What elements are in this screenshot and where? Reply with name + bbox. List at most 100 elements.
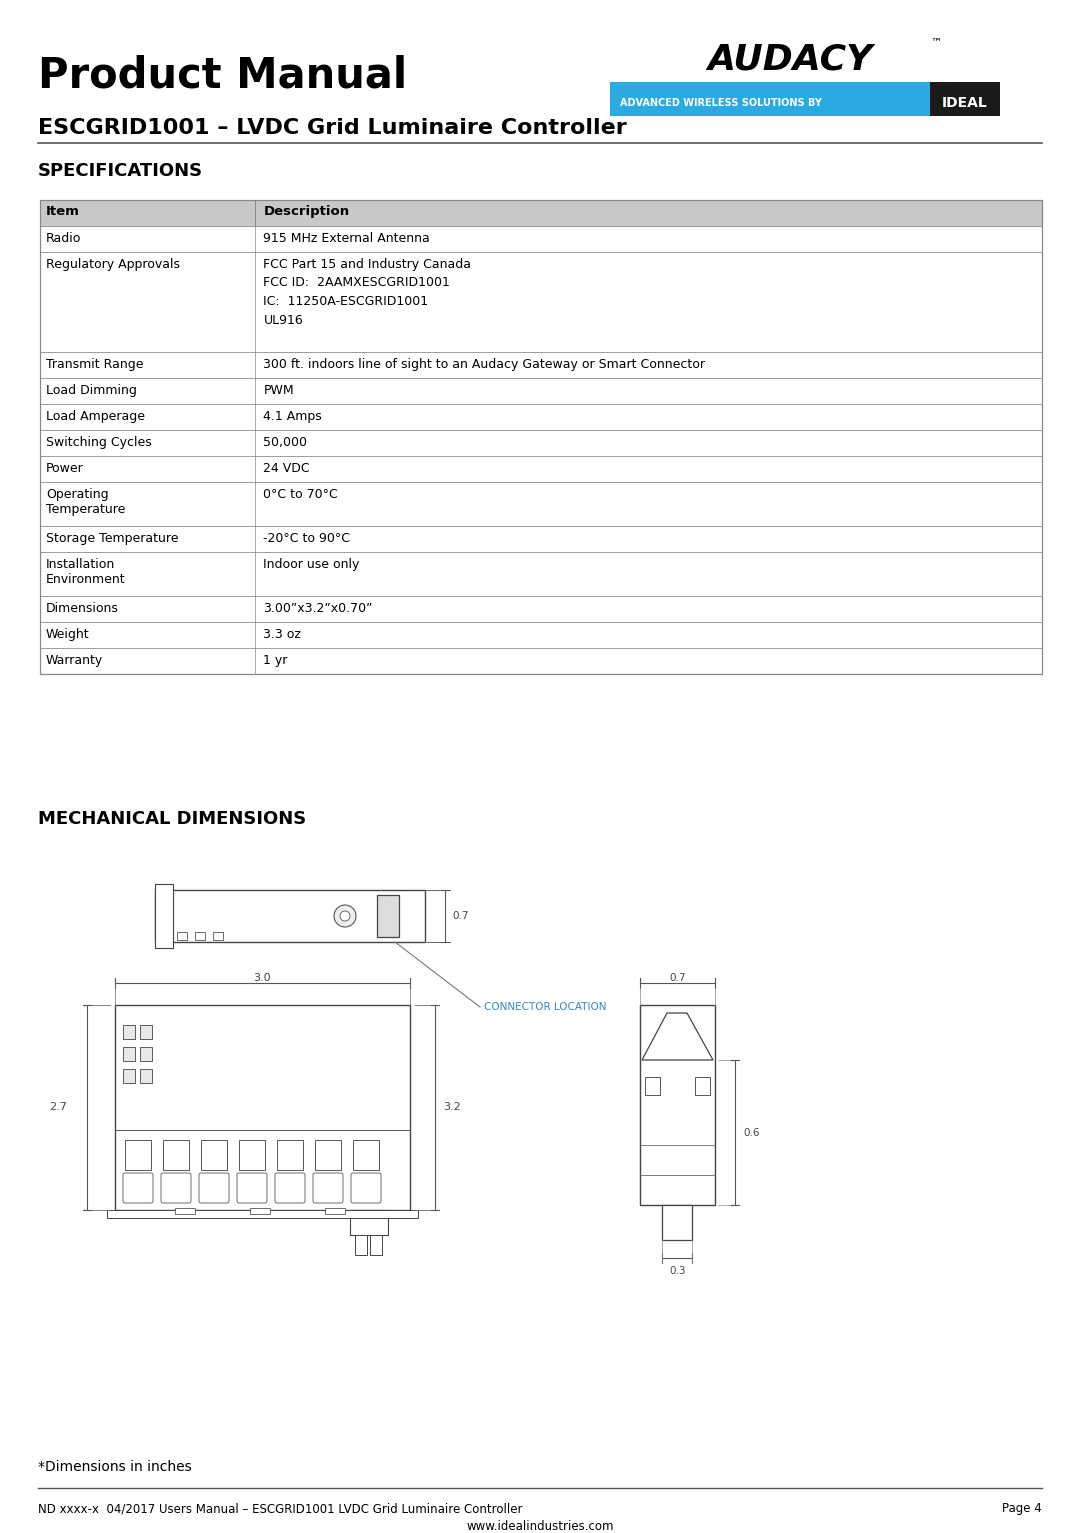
Text: 0.7: 0.7 [670, 973, 686, 983]
Text: *Dimensions in inches: *Dimensions in inches [38, 1459, 191, 1475]
Text: 0°C to 70°C: 0°C to 70°C [263, 487, 339, 501]
Text: SPECIFICATIONS: SPECIFICATIONS [38, 162, 203, 179]
Text: Weight: Weight [46, 629, 89, 641]
Bar [213, 932, 223, 940]
Text: Dimensions: Dimensions [46, 602, 119, 615]
Text: CONNECTOR LOCATION: CONNECTOR LOCATION [484, 1003, 606, 1012]
Bar [640, 1006, 715, 1205]
Text: Description: Description [263, 205, 349, 218]
Bar [325, 1208, 345, 1214]
Bar [40, 251, 1042, 353]
Bar [115, 1006, 410, 1210]
Text: 1 yr: 1 yr [263, 655, 288, 667]
Text: Warranty: Warranty [46, 655, 103, 667]
Text: 24 VDC: 24 VDC [263, 461, 310, 475]
FancyBboxPatch shape [352, 1173, 381, 1203]
Text: 300 ft. indoors line of sight to an Audacy Gateway or Smart Connector: 300 ft. indoors line of sight to an Auda… [263, 359, 705, 371]
FancyBboxPatch shape [123, 1173, 153, 1203]
Bar [350, 1210, 388, 1236]
Text: MECHANICAL DIMENSIONS: MECHANICAL DIMENSIONS [38, 809, 306, 828]
Bar [40, 199, 1042, 225]
Text: Item: Item [46, 205, 80, 218]
Bar [163, 1141, 189, 1170]
Text: Operating
Temperature: Operating Temperature [46, 487, 126, 517]
FancyBboxPatch shape [161, 1173, 191, 1203]
Text: ADVANCED WIRELESS SOLUTIONS BY: ADVANCED WIRELESS SOLUTIONS BY [620, 98, 822, 107]
Text: 2.7: 2.7 [49, 1102, 67, 1113]
Text: Storage Temperature: Storage Temperature [46, 532, 178, 546]
Text: 3.3 oz: 3.3 oz [263, 629, 301, 641]
Bar [40, 225, 1042, 251]
Text: 3.00”x3.2”x0.70”: 3.00”x3.2”x0.70” [263, 602, 373, 615]
Bar [195, 932, 205, 940]
Bar [123, 1047, 135, 1061]
Text: 0.7: 0.7 [452, 911, 469, 921]
Circle shape [340, 911, 350, 921]
Text: 915 MHz External Antenna: 915 MHz External Antenna [263, 231, 430, 245]
Bar [40, 526, 1042, 552]
Bar [40, 622, 1042, 648]
Text: 0.3: 0.3 [670, 1266, 686, 1275]
Text: Load Amperage: Load Amperage [46, 409, 145, 423]
Bar [377, 895, 399, 937]
Bar [277, 1141, 303, 1170]
Bar [155, 891, 425, 941]
Text: Load Dimming: Load Dimming [46, 383, 137, 397]
Text: AUDACY: AUDACY [707, 41, 873, 77]
Text: 3.2: 3.2 [443, 1102, 461, 1113]
FancyBboxPatch shape [199, 1173, 229, 1203]
Text: Page 4: Page 4 [1002, 1502, 1042, 1515]
Text: Installation
Environment: Installation Environment [46, 558, 126, 586]
Bar [250, 1208, 270, 1214]
FancyBboxPatch shape [275, 1173, 305, 1203]
Text: IDEAL: IDEAL [942, 97, 988, 110]
Bar [610, 81, 930, 117]
Bar [355, 1236, 367, 1256]
Text: -20°C to 90°C: -20°C to 90°C [263, 532, 350, 546]
Text: Regulatory Approvals: Regulatory Approvals [46, 258, 180, 271]
Text: 3.0: 3.0 [254, 973, 271, 983]
Bar [123, 1069, 135, 1082]
Bar [40, 199, 1042, 675]
Text: Power: Power [46, 461, 84, 475]
Bar [40, 648, 1042, 675]
Bar [40, 353, 1042, 379]
Bar [175, 1208, 195, 1214]
Text: FCC Part 15 and Industry Canada
FCC ID:  2AAMXESCGRID1001
IC:  11250A-ESCGRID100: FCC Part 15 and Industry Canada FCC ID: … [263, 258, 472, 327]
Bar [696, 1078, 710, 1095]
Circle shape [334, 904, 356, 927]
Text: 50,000: 50,000 [263, 435, 307, 449]
Bar [40, 552, 1042, 596]
FancyBboxPatch shape [313, 1173, 343, 1203]
Bar [177, 932, 187, 940]
Text: ND xxxx-x  04/2017 Users Manual – ESCGRID1001 LVDC Grid Luminaire Controller: ND xxxx-x 04/2017 Users Manual – ESCGRID… [38, 1502, 522, 1515]
Bar [315, 1141, 341, 1170]
Text: www.idealindustries.com: www.idealindustries.com [467, 1521, 614, 1533]
FancyBboxPatch shape [236, 1173, 267, 1203]
Bar [40, 429, 1042, 455]
Text: PWM: PWM [263, 383, 295, 397]
Bar [40, 481, 1042, 526]
Bar [930, 81, 1000, 117]
Bar [239, 1141, 266, 1170]
Polygon shape [642, 1013, 713, 1059]
Bar [40, 455, 1042, 481]
Text: Transmit Range: Transmit Range [46, 359, 143, 371]
Text: 0.6: 0.6 [743, 1128, 760, 1137]
Text: Switching Cycles: Switching Cycles [46, 435, 152, 449]
Bar [155, 885, 173, 947]
Bar [370, 1236, 382, 1256]
Bar [140, 1047, 152, 1061]
Text: 4.1 Amps: 4.1 Amps [263, 409, 322, 423]
Bar [645, 1078, 660, 1095]
Bar [353, 1141, 379, 1170]
Text: ™: ™ [930, 38, 941, 48]
Text: Radio: Radio [46, 231, 82, 245]
Bar [40, 379, 1042, 405]
Bar [40, 596, 1042, 622]
Text: Indoor use only: Indoor use only [263, 558, 360, 570]
Bar [123, 1026, 135, 1039]
Bar [140, 1026, 152, 1039]
Bar [201, 1141, 227, 1170]
Text: Product Manual: Product Manual [38, 55, 407, 97]
